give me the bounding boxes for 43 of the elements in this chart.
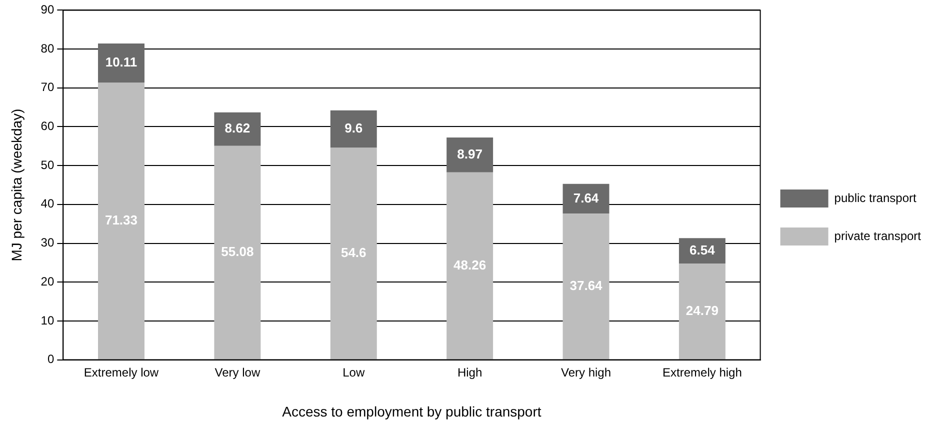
y-axis-title: MJ per capita (weekday) — [8, 108, 24, 262]
y-tick-label: 10 — [40, 313, 54, 328]
bar — [678, 264, 726, 360]
bar — [446, 172, 494, 360]
data-label: 37.64 — [570, 278, 604, 294]
x-axis-title: Access to employment by public transport — [282, 403, 542, 420]
x-tick-label: Very low — [214, 365, 260, 380]
bar — [562, 184, 610, 214]
y-tick-label: 60 — [40, 119, 54, 134]
x-tick-label: High — [457, 365, 482, 380]
bar — [330, 148, 377, 360]
y-tick-label: 0 — [47, 352, 54, 366]
y-tick-label: 40 — [40, 196, 54, 211]
x-tick-label: Extremely low — [84, 365, 159, 380]
data-label: 7.64 — [573, 190, 600, 206]
data-label: 48.26 — [454, 257, 486, 272]
y-tick-label: 30 — [40, 236, 54, 250]
data-label: 71.33 — [104, 212, 138, 228]
data-label: 8.97 — [457, 146, 482, 162]
legend-label: private transport — [834, 228, 922, 243]
bar — [562, 214, 610, 360]
bar — [214, 146, 261, 360]
data-label: 54.6 — [340, 245, 366, 260]
y-tick-label: 80 — [40, 41, 54, 56]
data-label: 10.11 — [105, 54, 138, 70]
legend-label: public transport — [834, 190, 917, 205]
y-tick-label: 50 — [40, 158, 54, 172]
x-tick-label: Extremely high — [662, 365, 742, 380]
data-label: 24.79 — [686, 302, 718, 318]
y-tick-label: 20 — [40, 274, 54, 288]
bar — [98, 43, 144, 83]
bar — [214, 112, 261, 146]
bar — [98, 82, 144, 360]
y-tick-label: 90 — [40, 2, 54, 17]
data-label: 8.62 — [224, 120, 250, 136]
data-label: 6.54 — [690, 242, 716, 258]
y-tick-label: 70 — [40, 80, 54, 94]
x-tick-label: Very high — [560, 365, 612, 380]
bar — [446, 137, 494, 172]
data-label: 9.6 — [344, 120, 363, 136]
x-tick-label: Low — [342, 365, 365, 380]
data-label: 55.08 — [221, 244, 254, 260]
bar — [330, 110, 377, 148]
